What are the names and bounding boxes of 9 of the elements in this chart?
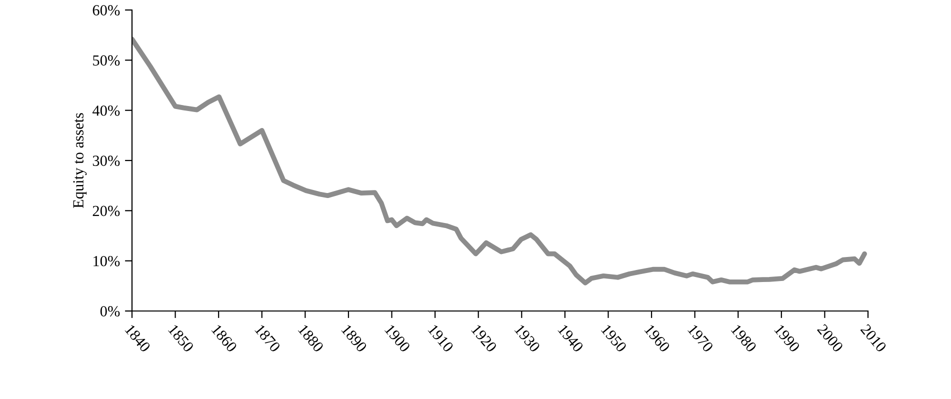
- y-tick-label: 10%: [94, 256, 120, 266]
- y-axis-title: Equity to assets: [73, 113, 87, 208]
- y-tick-label: 30%: [92, 156, 120, 166]
- y-tick-label: 20%: [92, 206, 120, 216]
- y-tick-label: 60%: [92, 5, 120, 16]
- line-series: [132, 36, 867, 286]
- y-tick-label: 50%: [93, 55, 120, 66]
- y-tick-label: 0%: [100, 306, 120, 316]
- y-tick-label: 40%: [92, 105, 120, 116]
